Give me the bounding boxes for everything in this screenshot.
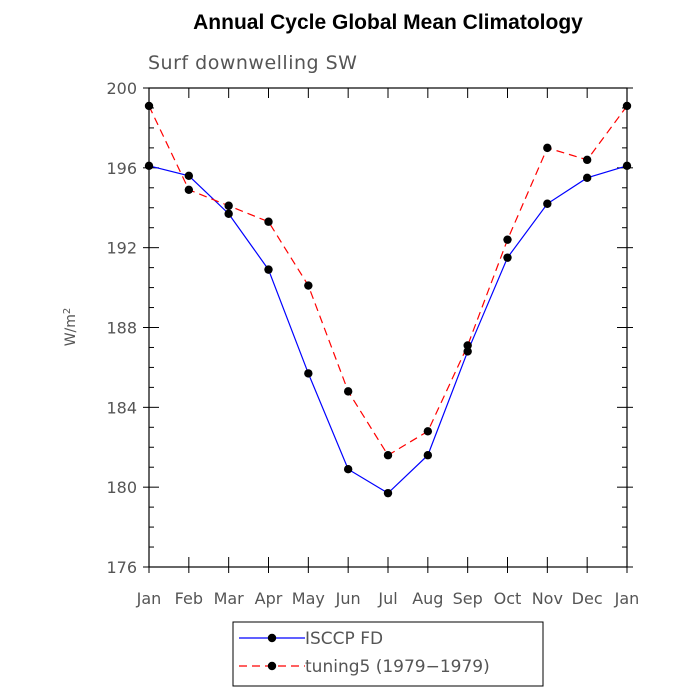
series-1-point [304, 369, 313, 378]
legend-label-2: tuning5 (1979−1979) [305, 657, 490, 677]
x-tick-label: Oct [494, 589, 522, 608]
y-tick-label: 184 [106, 398, 137, 417]
y-tick-label: 188 [106, 319, 137, 338]
series-1-point [383, 488, 393, 498]
series-1-point [224, 209, 233, 218]
series-2-point [304, 281, 313, 290]
x-tick-label: Jan [136, 589, 162, 608]
series-1-point [543, 199, 552, 208]
x-tick-label: Sep [453, 589, 483, 608]
series-1-point [423, 451, 433, 460]
x-tick-label: Dec [572, 589, 603, 608]
series-2-point [264, 217, 273, 226]
legend: ISCCP FD tuning5 (1979−1979) [232, 621, 544, 687]
series-1-point [264, 265, 273, 274]
series-2-point [582, 155, 592, 165]
series-line-2 [148, 105, 628, 457]
series-2-point [622, 101, 632, 111]
series-2-point [144, 101, 154, 111]
series-1-point [622, 161, 632, 171]
series-2-point [224, 201, 233, 210]
series-2-point [463, 341, 472, 350]
series-layer [144, 101, 632, 498]
y-tick-label: 196 [106, 159, 137, 178]
y-tick-label: 200 [106, 79, 137, 98]
legend-marker-1 [267, 633, 277, 643]
series-1-point [184, 171, 194, 181]
series-2-point [423, 427, 433, 436]
x-tick-label: May [292, 589, 325, 608]
series-2-point [383, 451, 393, 460]
x-tick-label: Jun [335, 589, 361, 608]
legend-box [232, 621, 544, 687]
series-2-point [503, 235, 512, 244]
x-tick-label: Mar [214, 589, 245, 608]
y-tick-label: 180 [106, 478, 137, 497]
chart-title: Annual Cycle Global Mean Climatology [193, 11, 583, 34]
y-tick-label: 176 [106, 558, 137, 577]
x-tick-label: Jul [377, 589, 397, 608]
series-2-point [184, 185, 194, 194]
chart-subtitle: Surf downwelling SW [148, 52, 357, 74]
x-tick-label: Jan [614, 589, 640, 608]
x-tick-label: Apr [255, 589, 283, 608]
axis-ticks: Jan Feb Mar Apr May Jun Jul Aug Sep Oct Nov Dec Jan 1… [106, 79, 639, 608]
legend-label-1: ISCCP FD [305, 629, 383, 649]
x-tick-label: Nov [532, 589, 563, 608]
series-1-point [343, 465, 353, 474]
legend-marker-2 [267, 661, 277, 671]
y-tick-label: 192 [106, 239, 137, 258]
series-1-point [463, 347, 472, 356]
x-tick-label: Feb [175, 589, 203, 608]
series-1-point [582, 173, 592, 183]
y-axis-label: W/m2 [62, 308, 79, 347]
series-1-point [144, 161, 154, 171]
series-1-point [503, 253, 512, 262]
series-line-1 [148, 165, 628, 494]
series-2-point [343, 387, 353, 396]
series-2-point [543, 143, 552, 153]
x-tick-label: Aug [412, 589, 443, 608]
